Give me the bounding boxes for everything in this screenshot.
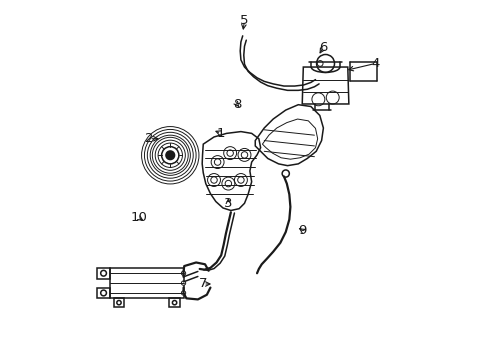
- Bar: [113, 298, 124, 307]
- Text: 7: 7: [199, 278, 207, 291]
- Text: 9: 9: [297, 224, 305, 237]
- Text: 1: 1: [217, 127, 225, 140]
- Text: 6: 6: [319, 41, 327, 54]
- Text: 4: 4: [370, 57, 379, 70]
- Text: 10: 10: [130, 211, 147, 224]
- Circle shape: [181, 291, 185, 295]
- Text: 2: 2: [145, 132, 153, 145]
- Bar: [110, 268, 183, 298]
- Bar: [97, 288, 110, 298]
- Bar: [169, 298, 180, 307]
- Circle shape: [165, 151, 174, 159]
- Text: 3: 3: [224, 197, 232, 210]
- Text: 8: 8: [233, 98, 241, 111]
- Circle shape: [181, 281, 185, 285]
- Circle shape: [181, 271, 185, 275]
- Text: 5: 5: [240, 14, 248, 27]
- Bar: [97, 268, 110, 279]
- Circle shape: [282, 170, 289, 177]
